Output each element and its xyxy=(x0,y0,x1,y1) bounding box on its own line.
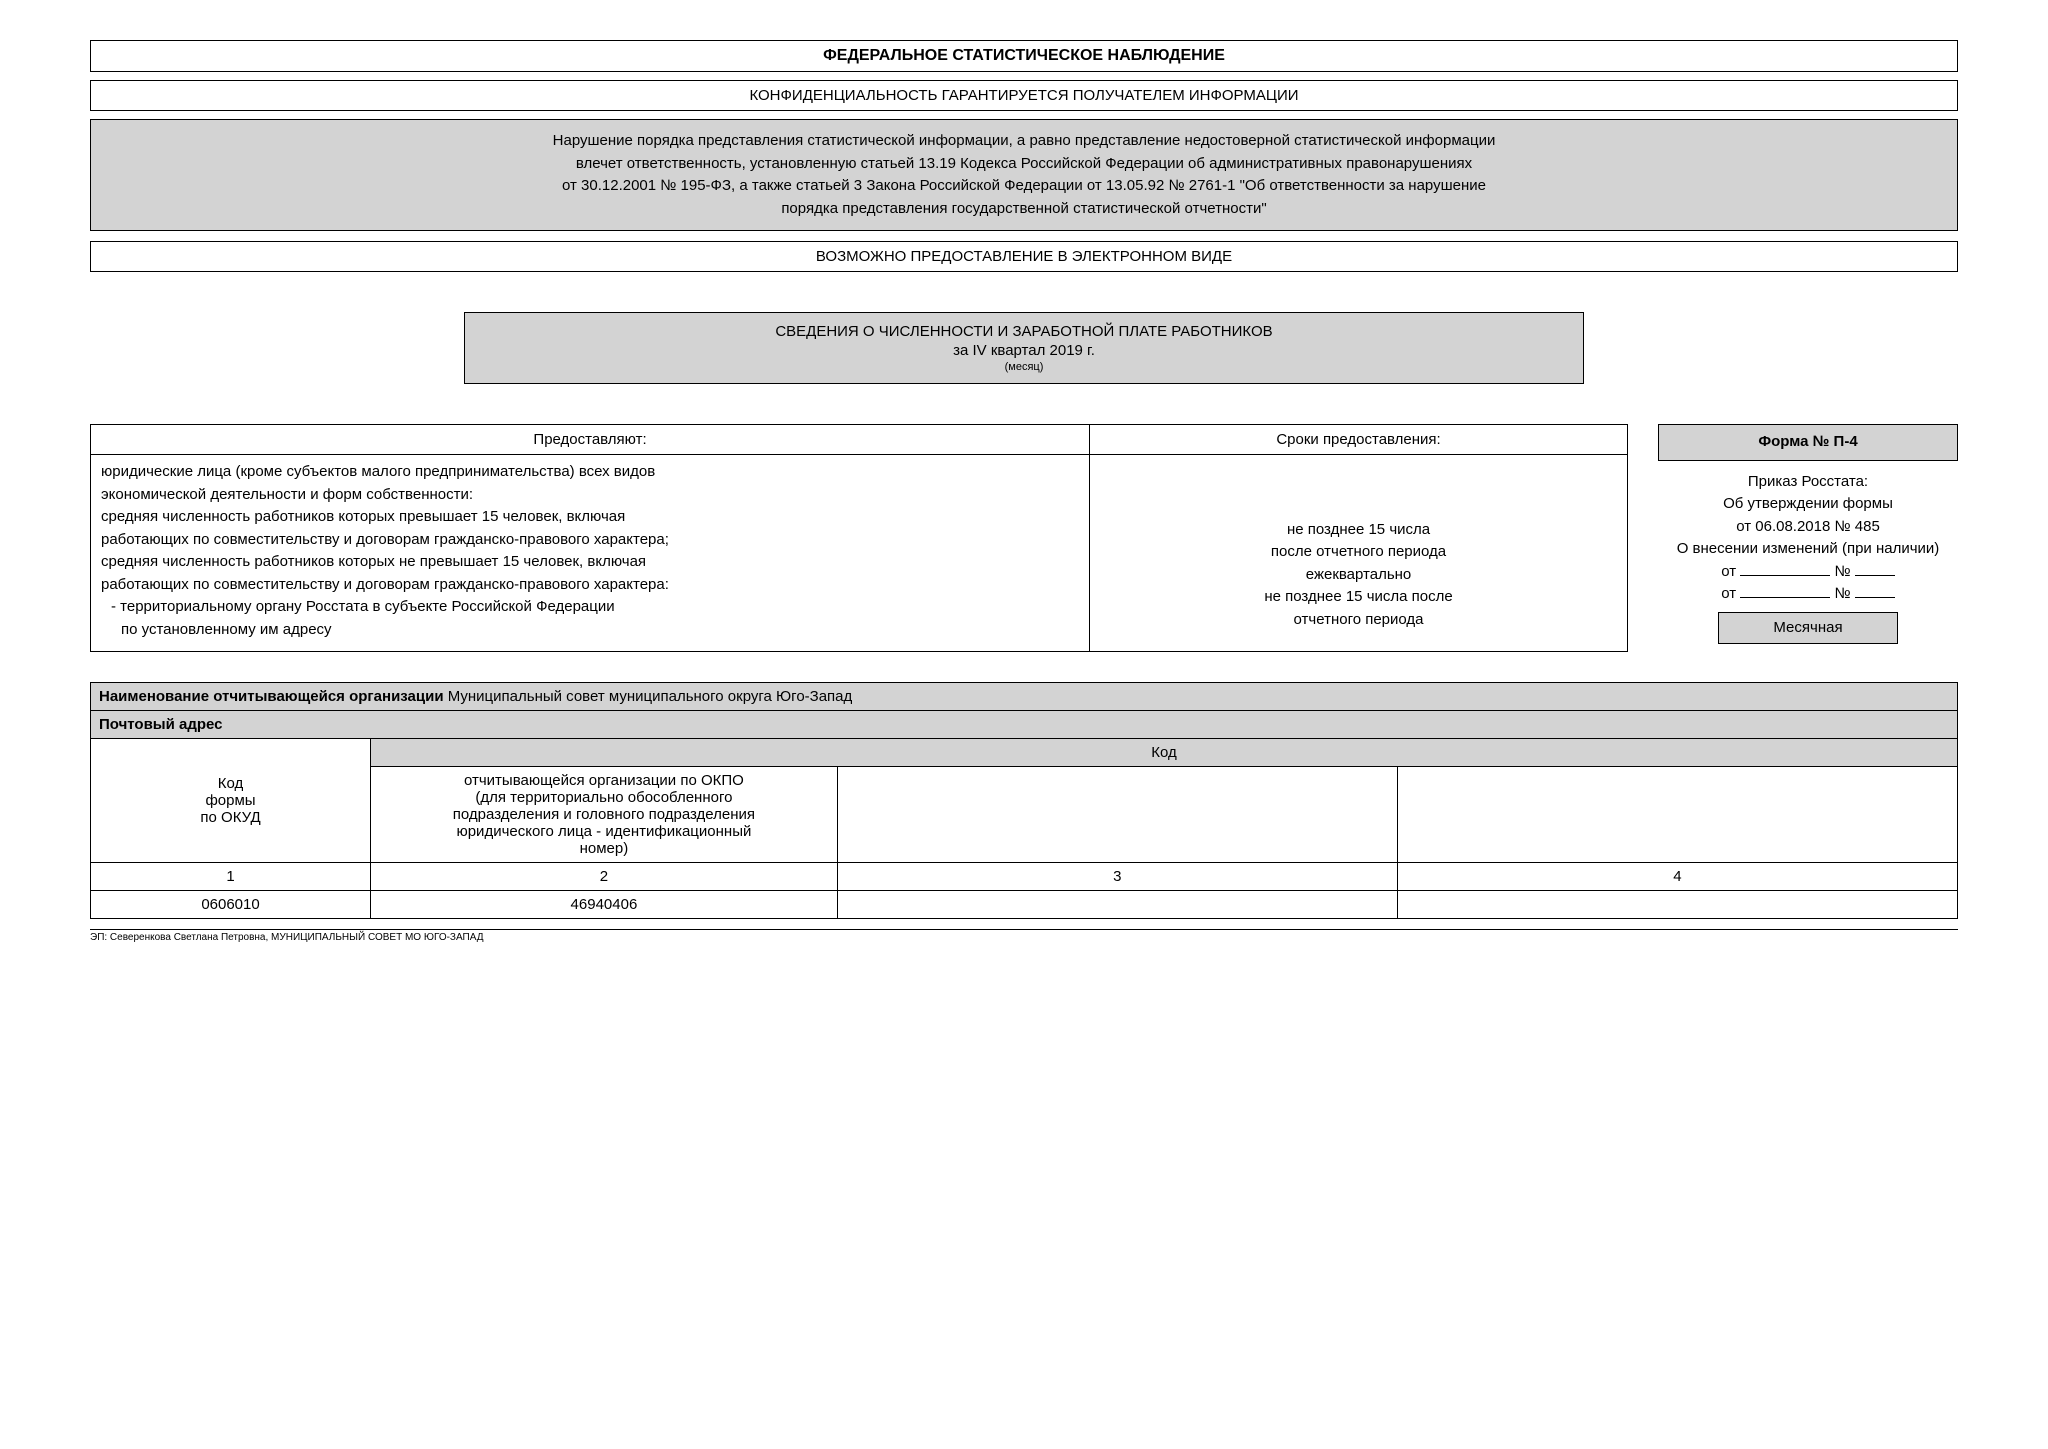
org-address-label: Почтовый адрес xyxy=(99,716,223,733)
org-name-label: Наименование отчитывающейся организации xyxy=(99,688,444,705)
blank-line xyxy=(1855,575,1895,576)
deadline-line: не позднее 15 числа после xyxy=(1100,586,1617,609)
provide-line: юридические лица (кроме субъектов малого… xyxy=(101,461,1079,484)
blank-line xyxy=(1740,597,1830,598)
electronic-text: ВОЗМОЖНО ПРЕДОСТАВЛЕНИЕ В ЭЛЕКТРОННОМ ВИ… xyxy=(816,248,1232,265)
provide-line: - территориальному органу Росстата в суб… xyxy=(101,596,1079,619)
electronic-box: ВОЗМОЖНО ПРЕДОСТАВЛЕНИЕ В ЭЛЕКТРОННОМ ВИ… xyxy=(90,241,1958,272)
provide-cell: юридические лица (кроме субъектов малого… xyxy=(91,455,1090,652)
report-note: (месяц) xyxy=(475,361,1574,373)
org-table: Наименование отчитывающейся организации … xyxy=(90,682,1958,919)
deadline-line: отчетного периода xyxy=(1100,609,1617,632)
form-number: Форма № П-4 xyxy=(1658,424,1958,461)
warning-line: влечет ответственность, установленную ст… xyxy=(121,153,1927,176)
provide-line: средняя численность работников которых н… xyxy=(101,551,1079,574)
form-panel: Форма № П-4 Приказ Росстата: Об утвержде… xyxy=(1658,424,1958,652)
periodicity: Месячная xyxy=(1718,612,1898,645)
confidentiality-box: КОНФИДЕНЦИАЛЬНОСТЬ ГАРАНТИРУЕТСЯ ПОЛУЧАТ… xyxy=(90,80,1958,111)
report-box: СВЕДЕНИЯ О ЧИСЛЕННОСТИ И ЗАРАБОТНОЙ ПЛАТ… xyxy=(464,312,1585,384)
warning-line: от 30.12.2001 № 195-ФЗ, а также статьей … xyxy=(121,175,1927,198)
blank-line xyxy=(1740,575,1830,576)
empty-cell xyxy=(837,767,1397,863)
empty-cell xyxy=(837,891,1397,919)
col-num: 2 xyxy=(371,863,838,891)
provide-header: Предоставляют: xyxy=(91,425,1090,455)
submission-row: Предоставляют: Сроки предоставления: юри… xyxy=(90,424,1958,652)
blank-line xyxy=(1855,597,1895,598)
confidentiality-text: КОНФИДЕНЦИАЛЬНОСТЬ ГАРАНТИРУЕТСЯ ПОЛУЧАТ… xyxy=(749,87,1298,104)
col-num: 1 xyxy=(91,863,371,891)
warning-line: порядка представления государственной ст… xyxy=(121,198,1927,221)
col-num: 3 xyxy=(837,863,1397,891)
header-title: ФЕДЕРАЛЬНОЕ СТАТИСТИЧЕСКОЕ НАБЛЮДЕНИЕ xyxy=(823,47,1225,64)
empty-cell xyxy=(1397,767,1957,863)
provide-line: работающих по совместительству и договор… xyxy=(101,529,1079,552)
code-header: Код xyxy=(371,739,1958,767)
form-approval: Об утверждении формы xyxy=(1658,493,1958,516)
submission-table: Предоставляют: Сроки предоставления: юри… xyxy=(90,424,1628,652)
header-title-box: ФЕДЕРАЛЬНОЕ СТАТИСТИЧЕСКОЕ НАБЛЮДЕНИЕ xyxy=(90,40,1958,72)
okud-value: 0606010 xyxy=(91,891,371,919)
warning-box: Нарушение порядка представления статисти… xyxy=(90,119,1958,231)
report-period: за IV квартал 2019 г. xyxy=(475,342,1574,359)
okpo-value: 46940406 xyxy=(371,891,838,919)
org-name-row: Наименование отчитывающейся организации … xyxy=(91,683,1958,711)
form-order: Приказ Росстата: xyxy=(1658,471,1958,494)
okud-label-cell: Код формы по ОКУД xyxy=(91,739,371,863)
provide-line: экономической деятельности и форм собств… xyxy=(101,484,1079,507)
okpo-label-cell: отчитывающейся организации по ОКПО (для … xyxy=(371,767,838,863)
form-changes: О внесении изменений (при наличии) xyxy=(1658,538,1958,561)
deadline-line: после отчетного периода xyxy=(1100,541,1617,564)
deadline-header: Сроки предоставления: xyxy=(1090,425,1628,455)
org-name-value: Муниципальный совет муниципального округ… xyxy=(448,688,853,705)
empty-cell xyxy=(1397,891,1957,919)
form-change-line: от № xyxy=(1658,583,1958,606)
deadline-line: ежеквартально xyxy=(1100,564,1617,587)
report-title: СВЕДЕНИЯ О ЧИСЛЕННОСТИ И ЗАРАБОТНОЙ ПЛАТ… xyxy=(475,323,1574,340)
form-change-line: от № xyxy=(1658,561,1958,584)
org-address-row: Почтовый адрес xyxy=(91,711,1958,739)
form-approval-date: от 06.08.2018 № 485 xyxy=(1658,516,1958,539)
provide-line: средняя численность работников которых п… xyxy=(101,506,1079,529)
provide-line: по установленному им адресу xyxy=(101,619,1079,642)
deadline-line: не позднее 15 числа xyxy=(1100,519,1617,542)
col-num: 4 xyxy=(1397,863,1957,891)
footer-signature: ЭП: Северенкова Светлана Петровна, МУНИЦ… xyxy=(90,929,1958,943)
deadline-cell: не позднее 15 числа после отчетного пери… xyxy=(1090,455,1628,652)
warning-line: Нарушение порядка представления статисти… xyxy=(121,130,1927,153)
provide-line: работающих по совместительству и договор… xyxy=(101,574,1079,597)
